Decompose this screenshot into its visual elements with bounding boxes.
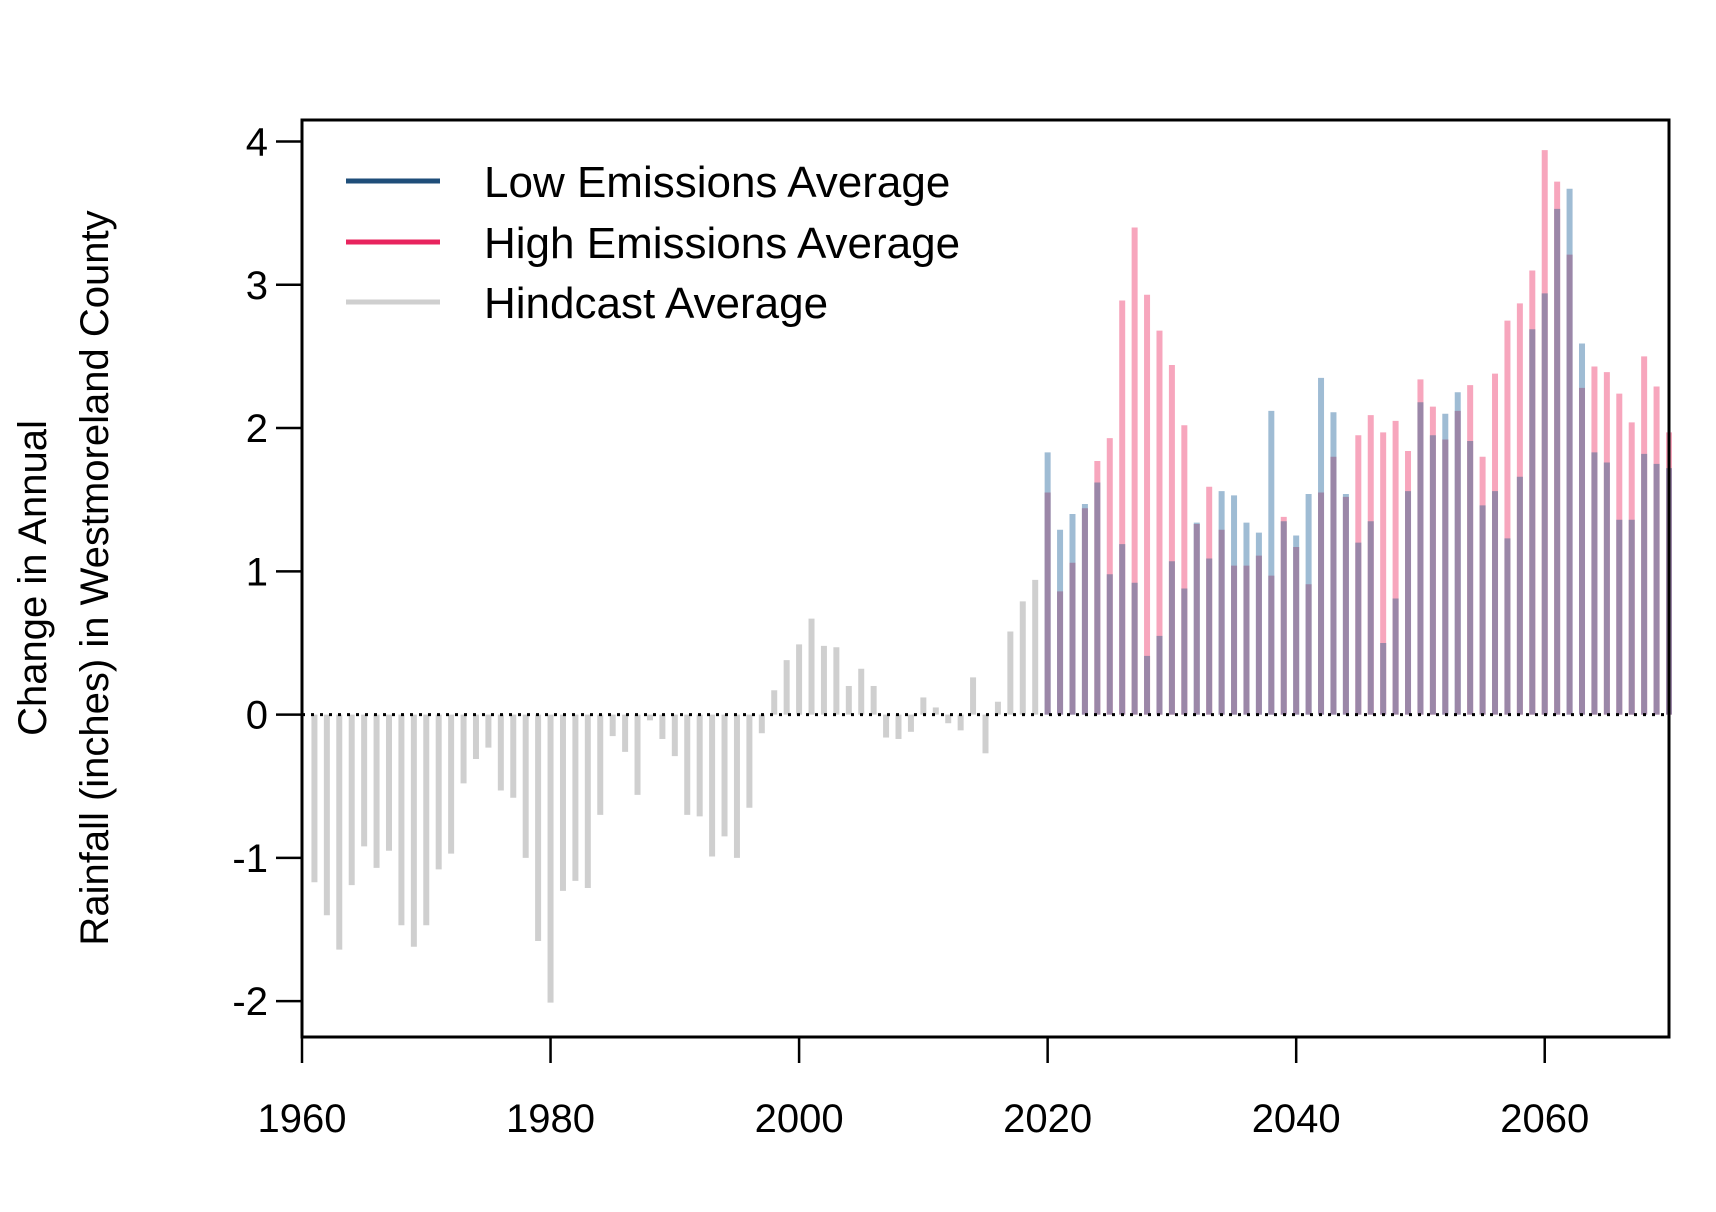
x-tick-label: 2000 xyxy=(755,1097,844,1141)
y-tick-label: -2 xyxy=(232,980,268,1024)
y-axis: -2 -1 0 1 2 3 4 xyxy=(232,120,304,1024)
x-tick-label: 1960 xyxy=(258,1097,347,1141)
x-tick-label: 2060 xyxy=(1500,1097,1589,1141)
x-axis: 1960 1980 2000 2020 2040 2060 xyxy=(258,1035,1589,1141)
x-tick-label: 2040 xyxy=(1252,1097,1341,1141)
legend: Low Emissions Average High Emissions Ave… xyxy=(346,158,960,328)
legend-label-low: Low Emissions Average xyxy=(484,158,950,207)
x-tick-label: 2020 xyxy=(1003,1097,1092,1141)
y-axis-title-line1: Change in Annual xyxy=(11,420,55,736)
y-tick-label: -1 xyxy=(232,837,268,881)
y-tick-label: 2 xyxy=(246,407,268,451)
legend-label-hindcast: Hindcast Average xyxy=(484,279,828,328)
y-tick-label: 0 xyxy=(246,694,268,738)
y-tick-label: 4 xyxy=(246,120,268,164)
legend-label-high: High Emissions Average xyxy=(484,219,960,268)
x-tick-label: 1980 xyxy=(506,1097,595,1141)
y-tick-label: 3 xyxy=(246,264,268,308)
y-tick-label: 1 xyxy=(246,550,268,594)
bars-layer xyxy=(311,150,1672,1003)
y-axis-title-line2: Rainfall (inches) in Westmoreland County xyxy=(73,210,117,945)
